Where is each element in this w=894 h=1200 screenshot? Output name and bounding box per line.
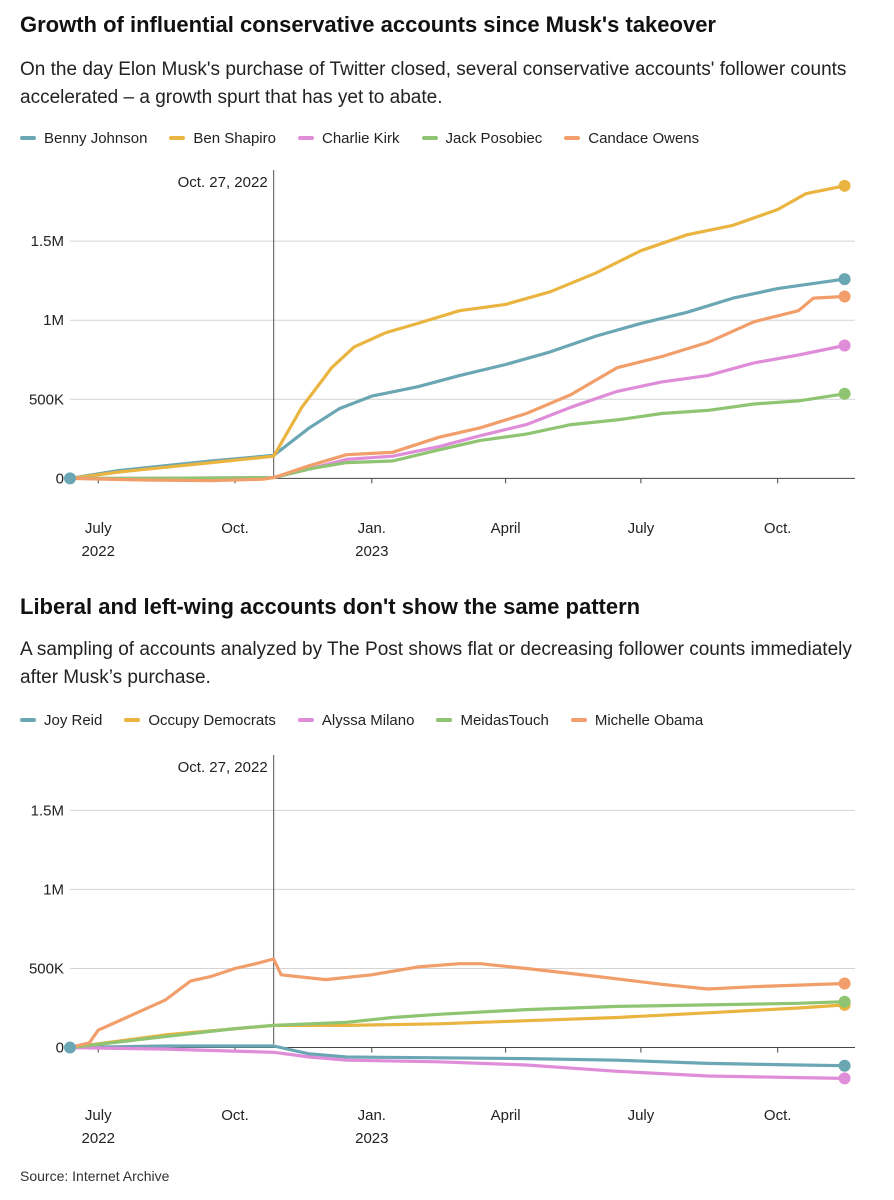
series-end-point-benny-johnson: [838, 273, 851, 286]
legend-item-jack-posobiec: Jack Posobiec: [421, 129, 543, 147]
series-line-michelle-obama: [68, 957, 847, 1050]
x-tick-label: Jan.: [358, 520, 386, 537]
legend-label: Joy Reid: [44, 711, 103, 729]
legend-label: Alyssa Milano: [321, 711, 415, 729]
legend-item-charlie-kirk: Charlie Kirk: [297, 129, 400, 147]
y-tick-label: 0: [56, 470, 64, 487]
series-start-point: [64, 1041, 76, 1054]
source-note: Source: Internet Archive: [20, 1168, 170, 1184]
chart1-plot: 0 500K 1M 1.5M July 2022 Oct. Jan. 2023 April July…: [29, 170, 855, 560]
x-tick-label: Oct.: [764, 520, 792, 537]
series-end-point-ben-shapiro: [838, 179, 851, 192]
chart1-legend: Benny Johnson Ben Shapiro Charlie Kirk Jack…: [20, 128, 721, 148]
series-end-point-charlie-kirk: [838, 339, 851, 352]
x-tick-label: July: [628, 1107, 655, 1124]
x-tick-label: July: [85, 1107, 112, 1124]
legend-label: Benny Johnson: [44, 129, 148, 147]
legend-swatch: [20, 718, 36, 722]
series-line-meidastouch: [68, 1000, 847, 1050]
legend-item-meidastouch: MeidasTouch: [436, 711, 549, 729]
series-end-point-jack-posobiec: [838, 387, 851, 400]
legend-label: Candace Owens: [588, 129, 700, 147]
x-tick-year-label: 2023: [355, 543, 388, 560]
series-line-joy-reid: [68, 1044, 847, 1068]
series-line-charlie-kirk: [68, 343, 847, 480]
chart2-subtitle: A sampling of accounts analyzed by The P…: [20, 639, 852, 688]
series-end-point-candace-owens: [838, 290, 851, 303]
legend-item-occupy-democrats: Occupy Democrats: [124, 712, 276, 729]
chart1-subtitle: On the day Elon Musk's purchase of Twitt…: [20, 59, 847, 108]
x-tick-label: Jan.: [358, 1107, 386, 1124]
y-tick-label: 1M: [43, 312, 64, 329]
legend-item-ben-shapiro: Ben Shapiro: [169, 130, 276, 147]
legend-swatch: [169, 136, 186, 140]
series-line-ben-shapiro: [68, 184, 847, 480]
chart2-plot: 0 500K 1M 1.5M July 2022 Oct. Jan. 2023 April July…: [29, 755, 855, 1147]
legend-item-candace-owens: Candace Owens: [564, 130, 699, 147]
annotation-label: Oct. 27, 2022: [178, 174, 268, 191]
chart2-title: Liberal and left-wing accounts don't sho…: [20, 594, 641, 619]
legend-label: Charlie Kirk: [321, 129, 400, 147]
x-tick-label: July: [628, 520, 655, 537]
legend-item-joy-reid: Joy Reid: [20, 712, 102, 729]
legend-label: Jack Posobiec: [445, 129, 543, 147]
legend-label: MeidasTouch: [460, 711, 549, 729]
series-end-point-michelle-obama: [838, 977, 851, 990]
legend-swatch: [570, 718, 587, 722]
annotation-label: Oct. 27, 2022: [178, 759, 268, 776]
series-line-benny-johnson: [68, 277, 847, 480]
legend-item-benny-johnson: Benny Johnson: [20, 130, 147, 147]
series-end-point-alyssa-milano: [838, 1072, 851, 1085]
y-tick-label: 1.5M: [31, 802, 64, 819]
y-tick-label: 0: [56, 1040, 64, 1057]
legend-item-alyssa-milano: Alyssa Milano: [297, 711, 415, 729]
x-tick-label: Oct.: [221, 1107, 249, 1124]
x-tick-year-label: 2023: [355, 1130, 388, 1147]
series-line-candace-owens: [68, 294, 847, 483]
x-tick-label: April: [491, 520, 521, 537]
x-tick-label: April: [491, 1107, 521, 1124]
chart2-legend: Joy Reid Occupy Democrats Alyssa Milano Mei…: [20, 710, 725, 730]
legend-swatch: [124, 718, 141, 722]
legend-label: Michelle Obama: [594, 711, 704, 729]
x-tick-year-label: 2022: [82, 543, 115, 560]
legend-swatch: [297, 136, 314, 140]
series-line-alyssa-milano: [68, 1046, 847, 1080]
series-start-point: [64, 472, 76, 485]
x-tick-label: July: [85, 520, 112, 537]
legend-swatch: [20, 136, 36, 140]
legend-item-michelle-obama: Michelle Obama: [570, 711, 704, 729]
series-end-point-joy-reid: [838, 1059, 851, 1072]
legend-swatch: [421, 136, 438, 140]
y-tick-label: 500K: [29, 391, 64, 408]
legend-swatch: [297, 718, 314, 722]
x-tick-label: Oct.: [764, 1107, 792, 1124]
legend-label: Occupy Democrats: [148, 711, 276, 729]
legend-swatch: [564, 136, 581, 140]
x-tick-year-label: 2022: [82, 1130, 115, 1147]
x-tick-label: Oct.: [221, 520, 249, 537]
series-end-point-meidastouch: [838, 995, 851, 1008]
y-tick-label: 500K: [29, 960, 64, 977]
y-tick-label: 1.5M: [31, 233, 64, 250]
y-tick-label: 1M: [43, 881, 64, 898]
legend-swatch: [436, 718, 453, 722]
series-line-occupy-democrats: [68, 1003, 847, 1050]
chart1-title: Growth of influential conservative accou…: [20, 12, 716, 37]
legend-label: Ben Shapiro: [193, 129, 276, 147]
